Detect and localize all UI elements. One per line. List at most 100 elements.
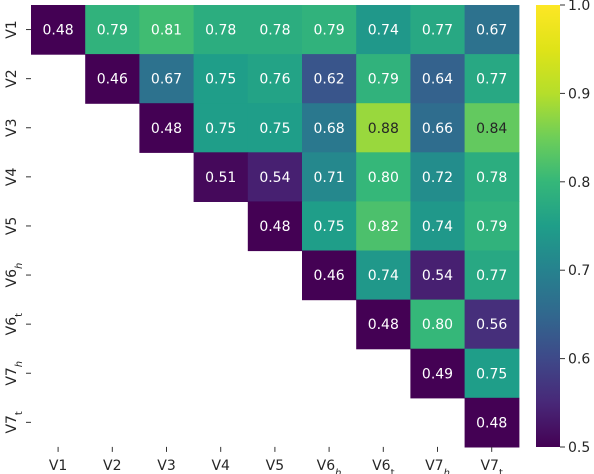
heatmap-cell — [302, 152, 357, 202]
cell-value-label: 0.75 — [205, 121, 236, 137]
heatmap-cell — [464, 5, 520, 55]
cell-value-label: 0.68 — [314, 121, 345, 137]
cell-value-label: 0.48 — [151, 121, 182, 137]
cell-value-label: 0.74 — [422, 219, 453, 235]
y-tick-label: V7t — [4, 411, 25, 433]
heatmap-cell — [302, 250, 357, 301]
y-tick-label: V6h — [4, 263, 25, 288]
colorbar-tick-label: 1.0 — [568, 0, 590, 14]
cell-value-label: 0.80 — [368, 170, 399, 186]
heatmap-cell — [247, 54, 303, 104]
x-axis: V1 V2 V3 V4 V5 V6h V6t V7h V7t — [49, 446, 503, 474]
heatmap-cell — [410, 5, 466, 55]
heatmap-cell — [302, 5, 357, 55]
heatmap-cell — [31, 5, 86, 55]
cell-value-label: 0.71 — [314, 170, 345, 186]
colorbar: 0.5 0.6 0.7 0.8 0.9 1.0 — [536, 0, 590, 456]
heatmap-cell — [247, 201, 303, 252]
heatmap-cell — [85, 54, 140, 104]
cell-value-label: 0.79 — [314, 23, 345, 39]
colorbar-tick-label: 0.5 — [568, 440, 590, 456]
colorbar-tick-label: 0.6 — [568, 352, 590, 368]
cell-value-label: 0.49 — [422, 366, 453, 382]
cell-value-label: 0.67 — [151, 72, 182, 88]
heatmap-cell — [410, 348, 466, 399]
heatmap-cell — [410, 152, 466, 202]
cell-value-label: 0.79 — [97, 23, 128, 39]
cell-value-label: 0.78 — [259, 23, 290, 39]
cell-value-label: 0.82 — [368, 219, 399, 235]
heatmap-cell — [410, 201, 466, 252]
cell-value-label: 0.46 — [314, 268, 345, 284]
cell-value-label: 0.48 — [476, 415, 507, 431]
heatmap-cell — [302, 201, 357, 252]
heatmap-cell — [464, 103, 520, 153]
heatmap-cell — [356, 250, 411, 301]
cell-value-label: 0.54 — [422, 268, 453, 284]
cell-value-label: 0.54 — [259, 170, 290, 186]
heatmap-cell — [410, 250, 466, 301]
heatmap-cell — [302, 103, 357, 153]
y-tick-label: V1 — [4, 20, 20, 38]
heatmap-cell — [356, 152, 411, 202]
heatmap-cell — [464, 348, 520, 399]
heatmap-cell — [247, 152, 303, 202]
heatmap-cell — [356, 5, 411, 55]
cell-value-label: 0.48 — [368, 317, 399, 333]
heatmap-cell — [139, 54, 195, 104]
cell-value-label: 0.72 — [422, 170, 453, 186]
cell-value-label: 0.84 — [476, 121, 507, 137]
cell-value-label: 0.75 — [314, 219, 345, 235]
x-tick-label: V7h — [425, 458, 450, 474]
cell-value-label: 0.76 — [259, 72, 290, 88]
x-tick-label: V5 — [266, 458, 284, 474]
cell-value-label: 0.79 — [368, 72, 399, 88]
cell-value-label: 0.66 — [422, 121, 453, 137]
heatmap-cell — [85, 5, 140, 55]
cell-value-label: 0.75 — [205, 72, 236, 88]
heatmap-cells: 0.48 0.79 0.81 0.78 0.78 0.79 0.74 0.77 0.67 0.46… — [31, 5, 520, 448]
x-tick-label: V4 — [211, 458, 230, 474]
cell-value-label: 0.81 — [151, 23, 182, 39]
heatmap-cell — [302, 54, 357, 104]
cell-value-label: 0.75 — [476, 366, 507, 382]
heatmap-cell — [464, 397, 520, 448]
cell-value-label: 0.56 — [476, 317, 507, 333]
cell-value-label: 0.64 — [422, 72, 453, 88]
cell-value-label: 0.77 — [422, 23, 453, 39]
y-tick-label: V6t — [4, 313, 25, 335]
colorbar-tick-label: 0.8 — [568, 175, 590, 191]
cell-value-label: 0.48 — [259, 219, 290, 235]
x-tick-label: V1 — [49, 458, 67, 474]
y-tick-label: V2 — [4, 69, 20, 87]
colorbar-tick-label: 0.9 — [568, 86, 590, 102]
cell-value-label: 0.74 — [368, 268, 399, 284]
cell-value-label: 0.88 — [368, 121, 399, 137]
x-tick-label: V7t — [480, 458, 502, 474]
heatmap-cell — [193, 103, 249, 153]
cell-value-label: 0.67 — [476, 23, 507, 39]
heatmap-cell — [193, 152, 249, 202]
cell-value-label: 0.51 — [205, 170, 236, 186]
cell-value-label: 0.46 — [97, 72, 128, 88]
cell-value-label: 0.75 — [259, 121, 290, 137]
heatmap-cell — [410, 54, 466, 104]
x-tick-label: V6t — [372, 458, 394, 474]
heatmap-cell — [356, 54, 411, 104]
heatmap-cell — [356, 201, 411, 252]
heatmap-cell — [464, 250, 520, 301]
cell-value-label: 0.62 — [314, 72, 345, 88]
heatmap-cell — [464, 299, 520, 350]
x-tick-label: V3 — [157, 458, 175, 474]
heatmap-cell — [410, 299, 466, 350]
cell-value-label: 0.74 — [368, 23, 399, 39]
x-tick-label: V2 — [103, 458, 121, 474]
y-tick-label: V4 — [4, 168, 20, 187]
y-tick-label: V5 — [4, 217, 20, 235]
cell-value-label: 0.79 — [476, 219, 507, 235]
heatmap-cell — [464, 201, 520, 252]
heatmap-cell — [356, 103, 411, 153]
cell-value-label: 0.77 — [476, 72, 507, 88]
x-tick-label: V6h — [317, 458, 342, 474]
